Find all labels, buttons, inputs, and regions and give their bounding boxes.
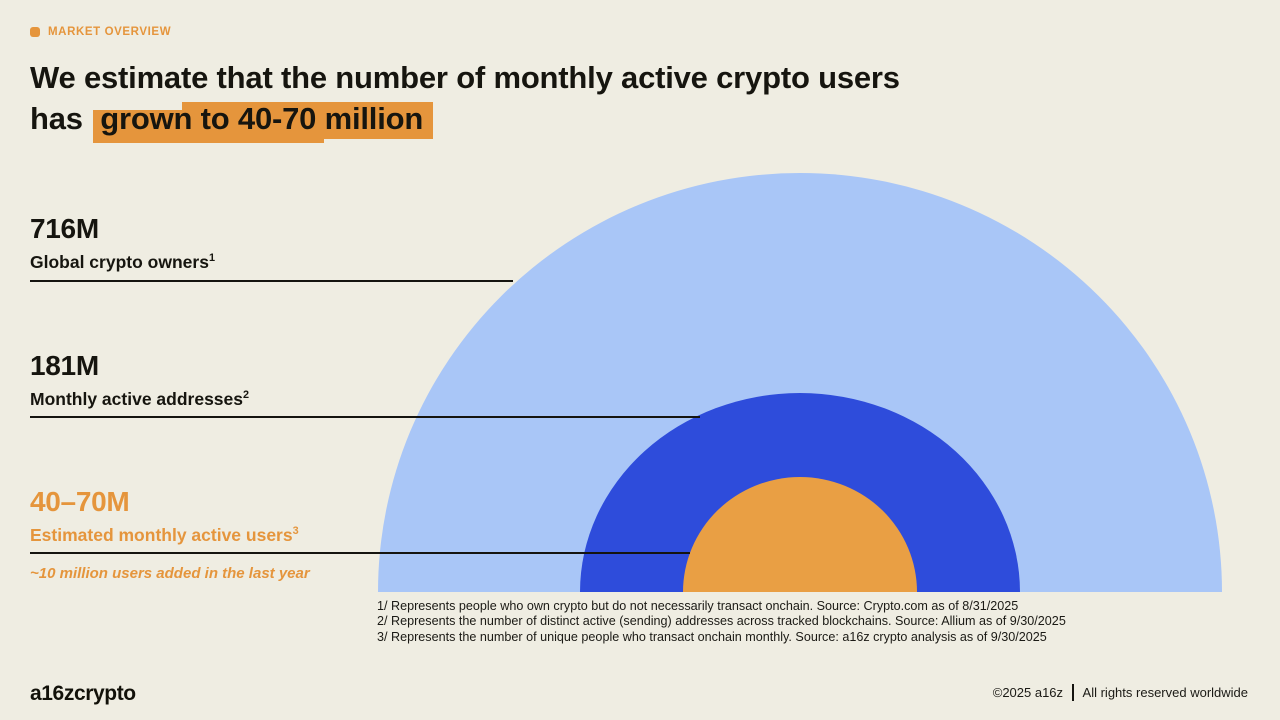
- leader-line-716m: [30, 280, 513, 282]
- stat-global-crypto-owners: 716M Global crypto owners1: [30, 214, 215, 273]
- footnote-marker: 3: [292, 525, 299, 537]
- copyright-bar: ©2025 a16z All rights reserved worldwide: [993, 684, 1248, 701]
- stat-value: 716M: [30, 213, 99, 244]
- footnote-1: 1/ Represents people who own crypto but …: [377, 599, 1019, 613]
- footnote-2: 2/ Represents the number of distinct act…: [377, 614, 1066, 629]
- title-line2-prefix: has: [30, 101, 92, 136]
- footnote-marker: 1: [208, 252, 215, 264]
- divider: [1072, 684, 1074, 701]
- category-label: MARKET OVERVIEW: [48, 26, 172, 38]
- stat-monthly-active-addresses: 181M Monthly active addresses2: [30, 351, 249, 410]
- footnotes: 1/ Represents people who own crypto but …: [377, 599, 1066, 645]
- stat-value: 181M: [30, 350, 99, 381]
- stat-label: Estimated monthly active users3: [30, 524, 299, 545]
- stat-estimated-monthly-active-users: 40–70M Estimated monthly active users3: [30, 487, 299, 546]
- annotation-users-added: ~10 million users added in the last year: [30, 565, 310, 582]
- stat-value: 40–70M: [30, 486, 130, 517]
- footnote-3: 3/ Represents the number of unique peopl…: [377, 629, 1047, 644]
- rights-text: All rights reserved worldwide: [1082, 685, 1248, 700]
- a16zcrypto-logo: a16zcrypto: [30, 682, 136, 705]
- copyright-text: ©2025 a16z: [992, 685, 1064, 700]
- category-marker-icon: [30, 27, 40, 37]
- title-line1: We estimate that the number of monthly a…: [30, 60, 900, 95]
- stat-label: Global crypto owners1: [30, 251, 215, 272]
- title-highlight: grown to 40-70 million: [93, 101, 433, 136]
- category-tag: MARKET OVERVIEW: [30, 26, 171, 38]
- leader-line-40-70m: [30, 552, 690, 554]
- leader-line-181m: [30, 416, 700, 418]
- page-title: We estimate that the number of monthly a…: [30, 57, 1180, 139]
- footnote-marker: 2: [243, 389, 250, 401]
- stat-label: Monthly active addresses2: [30, 388, 250, 409]
